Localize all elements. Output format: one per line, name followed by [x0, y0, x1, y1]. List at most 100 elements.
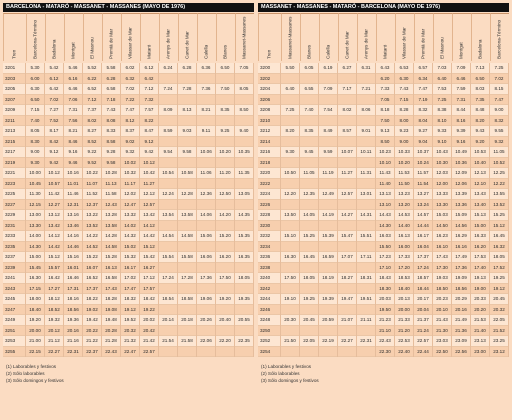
time-cell: 18.05	[300, 273, 319, 284]
time-cell: 9.59	[319, 147, 338, 158]
time-cell	[197, 73, 216, 84]
time-cell: 22.47	[121, 346, 140, 357]
time-cell: 20.16	[64, 325, 83, 336]
footnote: (2) Sólo laborables	[261, 371, 300, 376]
time-cell: 13.40	[471, 199, 490, 210]
row-background	[3, 220, 254, 231]
row-background	[258, 346, 509, 357]
time-cell	[159, 115, 178, 126]
train-number: 3219	[3, 157, 26, 168]
time-cell: 15.54	[159, 252, 178, 263]
time-cell: 21.43	[433, 315, 452, 326]
time-cell: 14.27	[338, 210, 357, 221]
time-cell: 17.02	[121, 273, 140, 284]
time-cell: 17.10	[376, 262, 395, 273]
time-cell: 15.39	[319, 231, 338, 242]
time-cell: 15.28	[102, 252, 121, 263]
row-background	[258, 241, 509, 252]
time-cell	[178, 283, 197, 294]
time-cell: 16.42	[45, 273, 64, 284]
time-cell: 6.31	[357, 63, 376, 74]
time-cell: 22.06	[197, 336, 216, 347]
time-cell: 9.32	[121, 147, 140, 158]
time-cell: 12.37	[83, 199, 102, 210]
time-cell: 5.50	[281, 63, 300, 74]
time-cell: 20.45	[490, 294, 509, 305]
time-cell: 12.36	[197, 189, 216, 200]
time-cell: 10.06	[197, 147, 216, 158]
time-cell: 10.12	[45, 168, 64, 179]
train-number: 3253	[3, 336, 26, 347]
time-cell	[216, 199, 235, 210]
time-cell: 15.58	[178, 252, 197, 263]
time-cell: 6.50	[26, 94, 45, 105]
time-cell: 6.00	[26, 73, 45, 84]
time-cell: 22.31	[357, 336, 376, 347]
time-cell: 13.55	[490, 189, 509, 200]
time-cell: 12.13	[471, 168, 490, 179]
time-cell	[178, 262, 197, 273]
time-cell: 8.30	[26, 136, 45, 147]
time-cell: 16.30	[281, 252, 300, 263]
train-number: 3214	[258, 136, 281, 147]
time-cell	[300, 157, 319, 168]
time-cell	[178, 136, 197, 147]
time-cell: 8.50	[376, 136, 395, 147]
time-cell: 16.23	[433, 231, 452, 242]
time-cell	[159, 157, 178, 168]
time-cell	[235, 262, 254, 273]
time-cell: 20.18	[178, 315, 197, 326]
train-number: 3236	[258, 252, 281, 263]
time-cell: 9.25	[216, 126, 235, 137]
time-cell: 9.10	[433, 136, 452, 147]
time-cell: 11.31	[357, 168, 376, 179]
time-cell: 13.33	[433, 189, 452, 200]
time-cell: 7.59	[452, 84, 471, 95]
time-cell: 8.21	[64, 126, 83, 137]
time-cell: 13.58	[178, 210, 197, 221]
time-cell: 14.46	[64, 241, 83, 252]
time-cell: 9.58	[102, 157, 121, 168]
time-cell	[159, 73, 178, 84]
time-cell: 18.52	[45, 304, 64, 315]
time-cell: 22.43	[376, 336, 395, 347]
time-cell: 13.42	[140, 210, 159, 221]
time-cell	[338, 94, 357, 105]
row-background	[3, 262, 254, 273]
time-cell: 16.06	[197, 252, 216, 263]
time-cell	[235, 325, 254, 336]
time-cell: 14.52	[83, 241, 102, 252]
time-cell: 18.05	[490, 252, 509, 263]
time-cell: 16.04	[414, 241, 433, 252]
time-cell: 14.31	[357, 210, 376, 221]
time-cell	[357, 136, 376, 147]
time-cell: 11.20	[216, 168, 235, 179]
time-cell: 13.32	[121, 210, 140, 221]
time-cell: 13.36	[452, 199, 471, 210]
time-cell: 8.47	[140, 126, 159, 137]
time-cell	[281, 304, 300, 315]
time-cell: 9.13	[376, 126, 395, 137]
time-cell: 12.20	[281, 189, 300, 200]
time-cell: 7.56	[64, 115, 83, 126]
time-cell: 7.43	[102, 105, 121, 116]
time-cell	[159, 304, 178, 315]
time-cell: 19.12	[121, 304, 140, 315]
time-cell: 15.22	[83, 252, 102, 263]
time-cell: 21.37	[414, 315, 433, 326]
time-cell: 6.57	[414, 63, 433, 74]
station-header: Premià de Mar	[414, 13, 433, 61]
train-number: 3244	[258, 294, 281, 305]
time-cell: 10.57	[45, 178, 64, 189]
time-cell	[216, 136, 235, 147]
time-cell: 20.45	[300, 315, 319, 326]
row-background	[258, 94, 509, 105]
time-cell: 19.10	[281, 294, 300, 305]
time-cell: 21.42	[140, 336, 159, 347]
time-cell: 7.31	[452, 94, 471, 105]
time-cell: 16.45	[300, 252, 319, 263]
time-cell: 14.06	[197, 210, 216, 221]
time-cell: 6.40	[433, 73, 452, 84]
time-cell: 17.24	[159, 273, 178, 284]
time-cell: 22.20	[216, 336, 235, 347]
